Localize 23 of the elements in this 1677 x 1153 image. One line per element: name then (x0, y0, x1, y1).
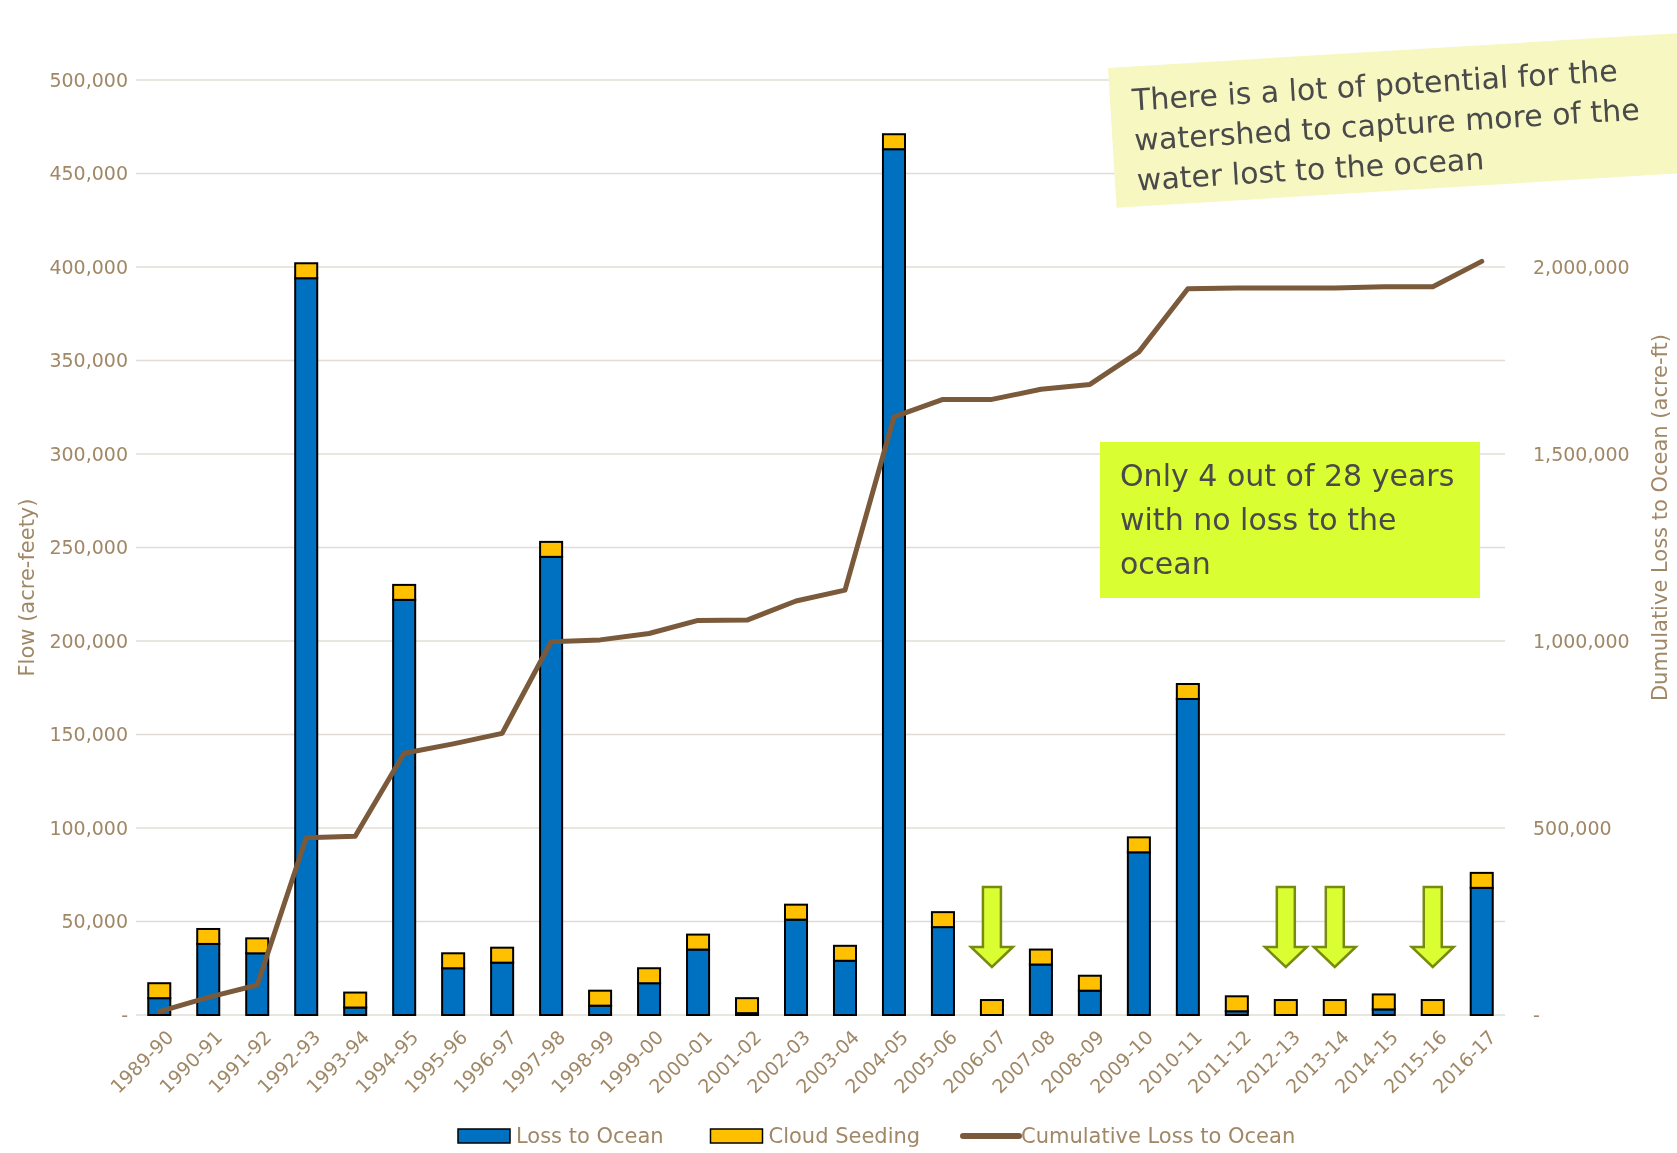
y-axis-title: Flow (acre-feety) (15, 498, 39, 677)
y2-axis-title: Dumulative Loss to Ocean (acre-ft) (1648, 333, 1672, 702)
y2-tick-label: 1,000,000 (1533, 629, 1630, 652)
annotation: There is a lot of potential for the watershed to capture more of the water lost to the ocean (1129, 52, 1641, 198)
legend-label: Cumulative Loss to Ocean (1021, 1124, 1296, 1149)
y-tick-label: 450,000 (49, 162, 128, 185)
y-tick-label: 50,000 (61, 910, 128, 933)
y2-tick-label: - (1533, 1003, 1540, 1026)
y-tick-label: 350,000 (49, 349, 128, 372)
y-tick-label: 100,000 (49, 816, 128, 839)
y-tick-label: 400,000 (49, 255, 128, 278)
y2-tick-label: 2,000,000 (1533, 255, 1630, 278)
y-tick-label: 500,000 (49, 68, 128, 91)
y-tick-label: 250,000 (49, 536, 128, 559)
y-tick-label: - (121, 1003, 128, 1026)
annotation: Only 4 out of 28 years with no loss to the ocean (1120, 458, 1455, 581)
y2-tick-label: 1,500,000 (1533, 442, 1630, 465)
y-tick-label: 150,000 (49, 723, 128, 746)
y-tick-label: 300,000 (49, 442, 128, 465)
legend-label: Cloud Seeding (768, 1124, 921, 1149)
y2-tick-label: 500,000 (1533, 816, 1612, 839)
legend-label: Loss to Ocean (516, 1124, 664, 1149)
y-tick-label: 200,000 (49, 629, 128, 652)
